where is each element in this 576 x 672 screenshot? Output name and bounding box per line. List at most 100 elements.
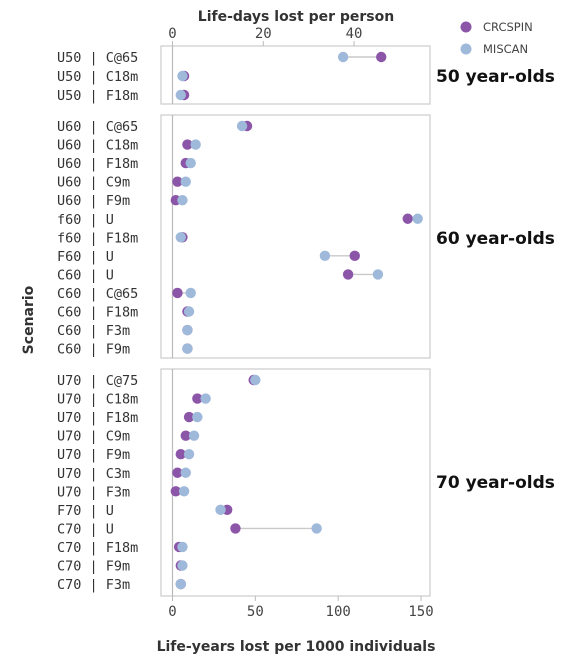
point-crcspin <box>172 176 183 187</box>
point-miscan <box>215 504 226 516</box>
x2-axis-title: Life-days lost per person <box>198 9 394 25</box>
point-miscan <box>412 213 423 224</box>
point-miscan <box>337 51 349 63</box>
row-label: U70 | C3m <box>57 466 130 482</box>
dumbbell-row: U70 | F9m <box>57 447 195 463</box>
point-crcspin <box>172 467 183 478</box>
row-label: U50 | C@65 <box>57 50 138 66</box>
dumbbell-row: C60 | F9m <box>57 342 193 358</box>
point-miscan <box>177 195 188 206</box>
legend-marker <box>460 43 472 55</box>
point-crcspin <box>172 287 183 299</box>
dumbbell-row: U50 | C@65 <box>57 50 387 66</box>
dumbbell-row: f60 | U <box>57 212 423 228</box>
point-miscan <box>185 287 196 299</box>
row-label: f60 | F18m <box>57 230 138 246</box>
bottom-axis: 0 50 100 150 <box>168 596 434 620</box>
point-crcspin <box>349 250 360 262</box>
dumbbell-row: U70 | C18m <box>57 392 211 408</box>
row-label: C60 | C@65 <box>57 286 138 302</box>
point-miscan <box>175 232 186 243</box>
row-label: U60 | F9m <box>57 193 130 209</box>
point-miscan <box>192 411 203 423</box>
legend-label: MISCAN <box>483 42 528 56</box>
dumbbell-row: U60 | C18m <box>57 138 201 154</box>
row-label: U60 | C@65 <box>57 119 138 135</box>
point-crcspin <box>170 486 182 497</box>
panel-border <box>160 368 431 597</box>
point-miscan <box>180 176 191 187</box>
point-miscan <box>177 541 188 553</box>
row-label: C60 | F18m <box>57 305 138 321</box>
point-miscan <box>185 157 196 169</box>
row-label: U50 | C18m <box>57 69 138 85</box>
row-label: U50 | F18m <box>57 88 138 104</box>
row-label: C60 | U <box>57 267 114 283</box>
row-label: C70 | F18m <box>57 540 138 556</box>
dumbbell-row: U70 | F3m <box>57 484 190 500</box>
legend-entry: CRCSPIN <box>460 20 533 34</box>
row-label: C60 | F9m <box>57 342 130 358</box>
row-label: U70 | C9m <box>57 429 130 445</box>
row-label: U70 | C18m <box>57 392 138 408</box>
panel-border <box>160 114 431 359</box>
dumbbell-row: C60 | F18m <box>57 305 195 321</box>
x2-tick-label: 40 <box>346 26 363 42</box>
y-axis-title: Scenario <box>21 285 37 354</box>
row-label: U60 | F18m <box>57 156 138 172</box>
point-crcspin <box>192 393 203 404</box>
dumbbell-row: f60 | F18m <box>57 230 188 246</box>
row-label: F70 | U <box>57 503 114 519</box>
dumbbell-row: F60 | U <box>57 249 360 265</box>
facet-panel: 50 year-olds U50 | C@65 U50 | C18m U50 | F1… <box>57 45 555 105</box>
x2-tick-label: 0 <box>168 26 176 42</box>
x-tick-label: 50 <box>247 604 264 620</box>
facet-panel: 70 year-olds U70 | C@75 U70 | C18m U70 | F1… <box>57 368 555 597</box>
row-label: C70 | U <box>57 521 114 537</box>
dumbbell-row: C60 | U <box>57 267 384 283</box>
point-crcspin <box>183 411 195 423</box>
row-label: C60 | F3m <box>57 323 130 339</box>
point-crcspin <box>175 449 186 460</box>
legend-label: CRCSPIN <box>483 20 533 34</box>
point-miscan <box>182 324 193 336</box>
legend: CRCSPIN MISCAN <box>460 20 533 56</box>
row-label: U60 | C18m <box>57 138 138 154</box>
dumbbell-row: U70 | C3m <box>57 466 191 482</box>
facet-label: 50 year-olds <box>436 67 555 87</box>
point-miscan <box>180 467 191 478</box>
row-label: U70 | F3m <box>57 484 130 500</box>
panel-border <box>160 45 431 105</box>
row-label: U70 | F9m <box>57 447 130 463</box>
dumbbell-row: U70 | F18m <box>57 410 203 426</box>
dumbbell-row: C70 | F9m <box>57 559 188 575</box>
point-miscan <box>319 250 331 262</box>
point-crcspin <box>180 430 191 441</box>
facet-panel: 60 year-olds U60 | C@65 U60 | C18m U60 | F1… <box>57 114 555 359</box>
point-miscan <box>178 486 190 497</box>
dumbbell-row: C60 | F3m <box>57 323 193 339</box>
row-label: U60 | C9m <box>57 175 130 191</box>
point-miscan <box>236 120 248 132</box>
dumbbell-row: C60 | C@65 <box>57 286 196 302</box>
row-label: U70 | F18m <box>57 410 138 426</box>
x-tick-label: 150 <box>408 604 433 620</box>
point-miscan <box>311 523 322 534</box>
point-crcspin <box>342 269 354 280</box>
dumbbell-row: U60 | F9m <box>57 193 188 209</box>
point-miscan <box>188 430 200 441</box>
dumbbell-row: U70 | C9m <box>57 429 200 445</box>
point-crcspin <box>376 51 387 63</box>
x2-tick-label: 20 <box>255 26 272 42</box>
dumbbell-row: U60 | C9m <box>57 175 191 191</box>
point-miscan <box>190 139 201 150</box>
point-crcspin <box>182 139 193 150</box>
point-miscan <box>175 578 186 590</box>
point-crcspin <box>230 523 241 534</box>
x-tick-label: 0 <box>168 604 176 620</box>
dumbbell-row: C70 | U <box>57 521 322 537</box>
x-axis-title: Life-years lost per 1000 individuals <box>157 639 436 655</box>
facet-panels: 50 year-olds U50 | C@65 U50 | C18m U50 | F1… <box>57 45 555 597</box>
dumbbell-row: U60 | F18m <box>57 156 196 172</box>
